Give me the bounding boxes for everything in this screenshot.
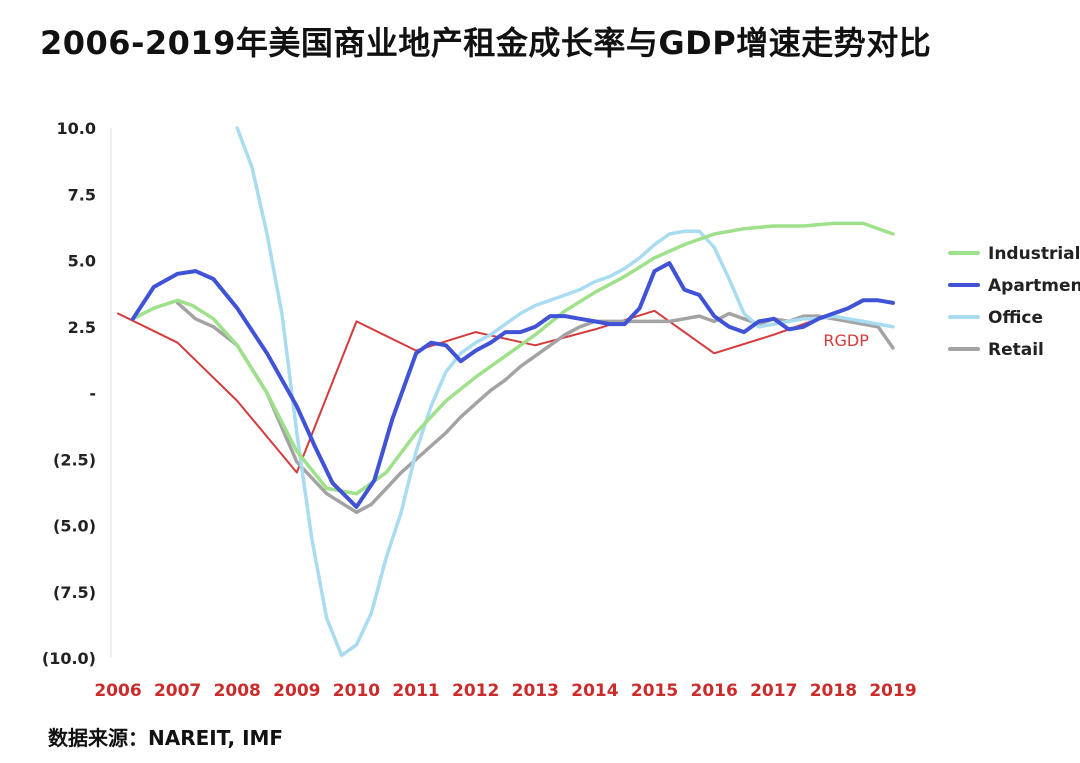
y-tick-label: -: [89, 384, 96, 403]
y-tick-label: (10.0): [42, 649, 96, 668]
annotation-rgdp: RGDP: [823, 331, 869, 350]
x-tick-label: 2015: [631, 681, 678, 701]
series-line-rgdp: [117, 309, 835, 474]
source-note: 数据来源：NAREIT, IMF: [48, 726, 284, 750]
legend: Industrial Apartment Office Retail: [948, 244, 1080, 360]
x-tick-label: 2017: [750, 681, 797, 701]
x-tick-label: 2014: [571, 681, 618, 701]
x-tick-label: 2013: [512, 681, 559, 701]
series-line-apartment: [130, 261, 895, 509]
y-tick-label: (2.5): [53, 450, 96, 469]
legend-label-retail: Retail: [988, 340, 1044, 360]
legend-label-apartment: Apartment: [988, 276, 1080, 296]
x-tick-label: 2009: [273, 681, 320, 701]
page-title: 2006-2019年美国商业地产租金成长率与GDP增速走势对比: [40, 24, 932, 62]
y-tick-label: 5.0: [68, 252, 96, 271]
annotations: RGDP: [823, 331, 869, 350]
x-tick-label: 2018: [810, 681, 857, 701]
legend-label-industrial: Industrial: [988, 244, 1080, 264]
y-tick-label: (7.5): [53, 583, 96, 602]
x-tick-label: 2007: [154, 681, 201, 701]
series-line-office: [235, 126, 895, 658]
y-tick-label: 2.5: [68, 318, 96, 337]
x-tick-label: 2008: [214, 681, 261, 701]
series-lines: [117, 126, 895, 658]
x-tick-label: 2016: [690, 681, 737, 701]
y-tick-label: (5.0): [53, 517, 96, 536]
x-tick-label: 2010: [333, 681, 380, 701]
y-tick-labels: 10.0 7.5 5.0 2.5 - (2.5) (5.0) (7.5) (10.0): [42, 119, 96, 668]
series-line-industrial: [131, 221, 895, 496]
legend-label-office: Office: [988, 308, 1043, 328]
x-tick-labels: 2006 2007 2008 2009 2010 2011 2012 2013 2014 2015…: [94, 681, 916, 701]
y-tick-label: 10.0: [57, 119, 96, 138]
x-tick-label: 2011: [392, 681, 439, 701]
y-tick-label: 7.5: [68, 185, 96, 204]
x-tick-label: 2006: [94, 681, 141, 701]
x-tick-label: 2019: [869, 681, 916, 701]
x-tick-label: 2012: [452, 681, 499, 701]
